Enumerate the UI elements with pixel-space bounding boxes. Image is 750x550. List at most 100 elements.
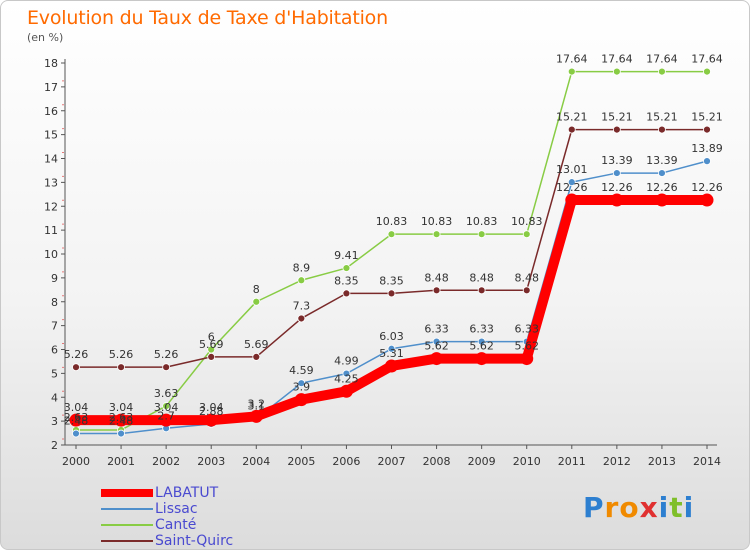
- data-label: 3.04: [154, 401, 179, 414]
- y-tick-label: 3: [51, 415, 58, 428]
- data-point-saint-quirc: [342, 289, 351, 298]
- x-tick-label: 2014: [693, 455, 721, 468]
- data-point-canté: [522, 230, 531, 239]
- data-point-labatut: [475, 352, 489, 366]
- legend-swatch: [101, 524, 153, 526]
- legend-label: Lissac: [155, 501, 198, 517]
- legend-label: LABATUT: [155, 485, 219, 501]
- x-tick-label: 2001: [107, 455, 135, 468]
- data-point-labatut: [249, 409, 263, 423]
- data-label: 3.2: [248, 397, 266, 410]
- data-point-labatut: [565, 193, 579, 207]
- data-point-canté: [252, 297, 261, 306]
- data-label: 4.25: [334, 372, 359, 385]
- data-label: 2.88: [199, 405, 224, 418]
- data-label: 7.3: [293, 299, 311, 312]
- data-label: 5.62: [514, 340, 539, 353]
- data-label: 13.01: [556, 163, 588, 176]
- x-tick-label: 2012: [603, 455, 631, 468]
- x-tick-label: 2011: [558, 455, 586, 468]
- data-point-saint-quirc: [252, 353, 261, 361]
- data-label: 17.64: [691, 53, 723, 66]
- x-tick-label: 2000: [62, 455, 90, 468]
- data-label: 5.26: [109, 348, 134, 361]
- legend-label: Canté: [155, 517, 197, 533]
- data-point-lissac: [117, 429, 125, 438]
- data-label: 10.83: [376, 215, 408, 228]
- data-point-canté: [162, 402, 171, 410]
- data-label: 5.26: [154, 348, 179, 361]
- data-label: 2.63: [64, 411, 89, 424]
- legend-swatch: [101, 508, 153, 510]
- data-point-saint-quirc: [297, 314, 306, 323]
- data-label: 3.04: [64, 401, 89, 414]
- data-label: 2.63: [109, 411, 134, 424]
- x-tick-label: 2009: [468, 455, 496, 468]
- data-point-lissac: [658, 169, 666, 177]
- data-point-lissac: [612, 169, 621, 177]
- data-label: 3.9: [293, 381, 311, 394]
- data-label: 2.48: [64, 415, 89, 428]
- x-tick-label: 2005: [287, 455, 315, 468]
- data-label: 5.69: [244, 338, 269, 351]
- data-point-labatut: [114, 413, 128, 427]
- data-point-saint-quirc: [477, 286, 486, 295]
- x-tick-label: 2010: [513, 455, 541, 468]
- data-point-labatut: [159, 413, 173, 427]
- data-point-labatut: [294, 393, 308, 407]
- data-label: 12.26: [646, 181, 678, 194]
- data-label: 17.64: [601, 53, 633, 66]
- data-point-saint-quirc: [658, 125, 666, 134]
- data-point-labatut: [69, 413, 83, 427]
- x-tick-label: 2006: [332, 455, 360, 468]
- chart-title: Evolution du Taux de Taxe d'Habitation: [27, 7, 388, 29]
- data-label: 13.89: [691, 142, 723, 155]
- data-point-labatut: [204, 413, 218, 427]
- data-point-lissac: [477, 337, 486, 346]
- data-label: 8.48: [469, 271, 494, 284]
- data-label: 6.33: [469, 323, 494, 336]
- logo-letter: r: [604, 491, 620, 524]
- data-point-lissac: [342, 369, 351, 378]
- y-tick-label: 18: [44, 57, 58, 70]
- data-point-canté: [387, 230, 396, 239]
- data-label: 8.35: [334, 274, 359, 287]
- data-label: 15.21: [601, 111, 633, 124]
- logo-letter: i: [683, 491, 695, 524]
- data-label: 3.04: [199, 401, 224, 414]
- data-label: 6: [208, 331, 215, 344]
- data-label: 12.26: [556, 181, 588, 194]
- logo-letter: t: [669, 491, 684, 524]
- data-label: 8.48: [424, 271, 449, 284]
- data-point-saint-quirc: [522, 286, 531, 295]
- data-label: 9.41: [334, 249, 359, 262]
- logo-letter: P: [583, 491, 605, 524]
- data-point-saint-quirc: [703, 125, 711, 134]
- data-point-saint-quirc: [567, 125, 576, 134]
- data-label: 3.63: [154, 387, 179, 400]
- data-label: 15.21: [646, 111, 678, 124]
- data-label: 5.31: [379, 347, 404, 360]
- series-line-canté: [75, 70, 708, 431]
- data-point-canté: [612, 67, 621, 76]
- data-label: 3.04: [109, 401, 134, 414]
- data-label: 10.83: [511, 215, 543, 228]
- data-point-saint-quirc: [432, 286, 441, 295]
- data-label: 5.69: [199, 338, 224, 351]
- x-tick-label: 2003: [197, 455, 225, 468]
- data-label: 5.62: [424, 340, 449, 353]
- x-tick-label: 2013: [648, 455, 676, 468]
- data-label: 17.64: [556, 53, 588, 66]
- data-point-saint-quirc: [162, 363, 171, 372]
- y-tick-label: 4: [51, 391, 58, 404]
- data-point-saint-quirc: [207, 353, 216, 361]
- data-point-saint-quirc: [72, 363, 80, 372]
- data-label: 15.21: [556, 111, 588, 124]
- data-label: 2.7: [157, 409, 175, 422]
- logo-letter: o: [619, 491, 640, 524]
- data-label: 10.83: [421, 215, 453, 228]
- y-tick-label: 16: [44, 105, 58, 118]
- data-label: 4.59: [289, 364, 314, 377]
- y-tick-label: 7: [51, 320, 58, 333]
